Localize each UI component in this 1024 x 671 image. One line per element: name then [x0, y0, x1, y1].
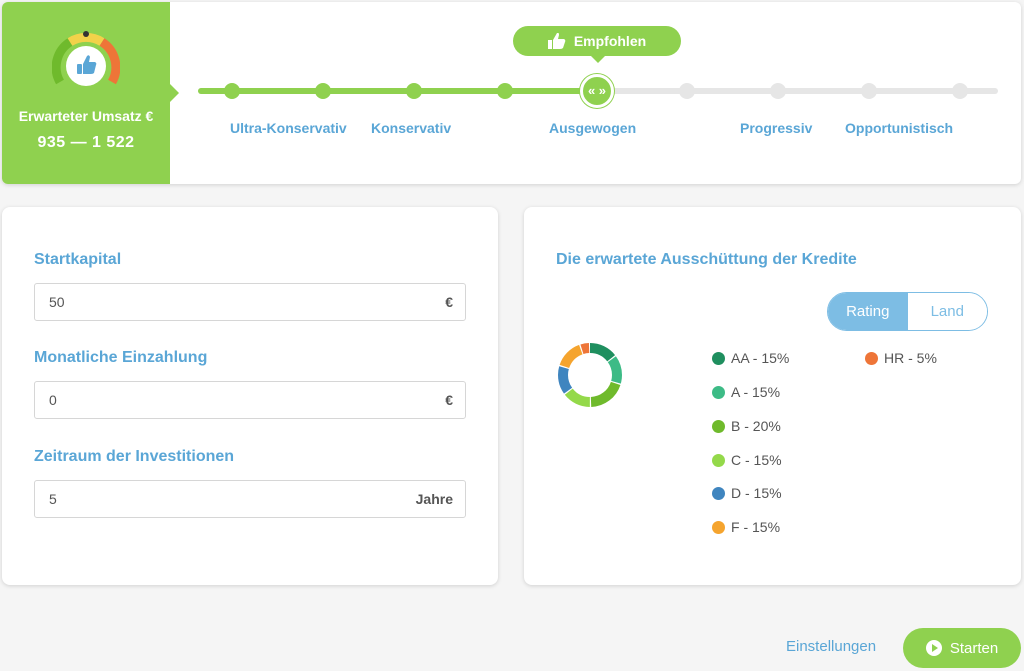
risk-slider-fill: [198, 88, 598, 94]
rating-land-toggle[interactable]: Rating Land: [827, 292, 988, 331]
slider-step-dot[interactable]: [861, 83, 877, 99]
risk-profile-card: Erwarteter Umsatz € 935 — 1 522 Empfohle…: [2, 2, 1021, 184]
slider-step-dot[interactable]: [497, 83, 513, 99]
einzahlung-label: Monatliche Einzahlung: [34, 349, 208, 366]
toggle-land[interactable]: Land: [907, 293, 987, 330]
euro-unit: €: [445, 294, 453, 310]
step-ausgewogen[interactable]: Ausgewogen: [549, 120, 637, 136]
legend-label: D - 15%: [731, 485, 782, 501]
donut-slice: [558, 343, 622, 407]
thumbs-up-icon: [547, 33, 566, 49]
legend-item: HR - 5%: [865, 350, 937, 366]
start-button-label: Starten: [949, 639, 999, 657]
legend-label: F - 15%: [731, 519, 781, 535]
legend-dot: [712, 385, 725, 399]
gauge-icon: [52, 31, 120, 86]
legend-item: A - 15%: [712, 384, 780, 400]
step-ultra-konservativ[interactable]: Ultra-Konservativ: [230, 120, 347, 136]
zeitraum-input[interactable]: 5 Jahre: [34, 480, 466, 518]
slider-step-dot[interactable]: [952, 83, 968, 99]
jahre-unit: Jahre: [415, 491, 453, 507]
recommended-badge: Empfohlen: [513, 26, 681, 63]
investment-form-card: Startkapital 50 € Monatliche Einzahlung …: [2, 207, 498, 585]
slider-step-dot[interactable]: [224, 83, 240, 99]
legend-label: HR - 5%: [884, 350, 937, 366]
legend-item: B - 20%: [712, 418, 781, 434]
legend-item: C - 15%: [712, 452, 782, 468]
legend-item: D - 15%: [712, 485, 782, 501]
distribution-card: Die erwartete Ausschüttung der Kredite R…: [524, 207, 1021, 585]
settings-link[interactable]: Einstellungen: [786, 638, 877, 655]
legend-item: F - 15%: [712, 519, 780, 535]
risk-slider-handle[interactable]: « »: [580, 74, 614, 108]
legend-dot: [865, 351, 878, 365]
expected-revenue-label: Erwarteter Umsatz €: [18, 108, 154, 124]
startkapital-label: Startkapital: [34, 251, 122, 268]
distribution-donut-chart: [558, 343, 622, 407]
legend-dot: [712, 520, 725, 534]
zeitraum-value: 5: [49, 491, 57, 507]
slider-step-dot[interactable]: [679, 83, 695, 99]
legend-label: B - 20%: [731, 418, 781, 434]
legend-label: AA - 15%: [731, 350, 790, 366]
legend-label: C - 15%: [731, 452, 782, 468]
legend-dot: [712, 486, 725, 500]
recommended-badge-label: Empfohlen: [573, 33, 647, 49]
thumbs-up-icon: [77, 55, 97, 74]
distribution-title: Die erwartete Ausschüttung der Kredite: [556, 251, 857, 268]
zeitraum-label: Zeitraum der Investitionen: [34, 448, 235, 465]
einzahlung-input[interactable]: 0 €: [34, 381, 466, 419]
expected-revenue-panel: Erwarteter Umsatz € 935 — 1 522: [2, 2, 179, 184]
step-konservativ[interactable]: Konservativ: [371, 120, 452, 136]
legend-dot: [712, 419, 725, 433]
legend-item: AA - 15%: [712, 350, 789, 366]
einzahlung-value: 0: [49, 392, 57, 408]
slider-step-dot[interactable]: [406, 83, 422, 99]
play-icon: [925, 640, 942, 656]
euro-unit: €: [445, 392, 453, 408]
donut-slice: [558, 343, 622, 407]
legend-label: A - 15%: [731, 384, 781, 400]
step-progressiv[interactable]: Progressiv: [740, 120, 813, 136]
slider-step-dot[interactable]: [315, 83, 331, 99]
startkapital-input[interactable]: 50 €: [34, 283, 466, 321]
expected-revenue-value: 935 — 1 522: [37, 134, 135, 151]
donut-slice: [558, 343, 622, 407]
step-opportunistisch[interactable]: Opportunistisch: [845, 120, 954, 136]
startkapital-value: 50: [49, 294, 65, 310]
legend-dot: [712, 351, 725, 365]
start-button[interactable]: Starten: [903, 628, 1021, 668]
slider-step-dot[interactable]: [770, 83, 786, 99]
toggle-rating[interactable]: Rating: [828, 293, 908, 330]
legend-dot: [712, 453, 725, 467]
